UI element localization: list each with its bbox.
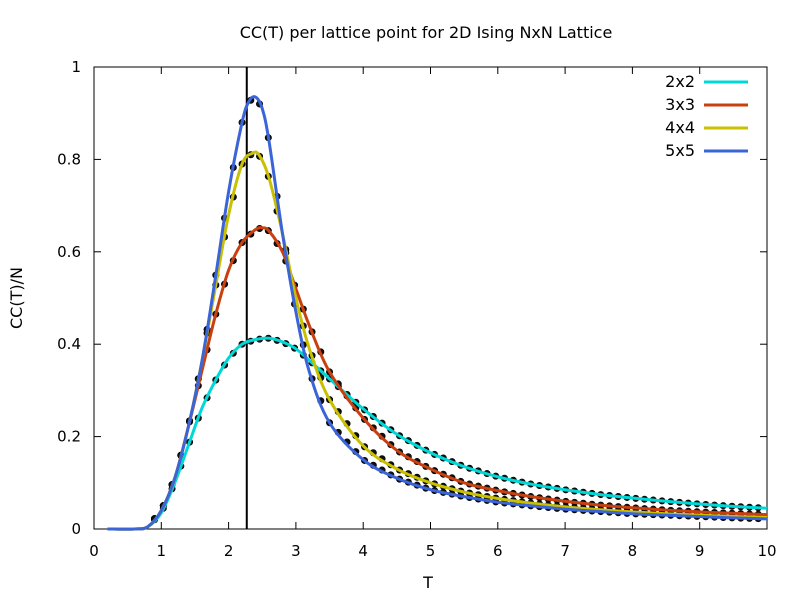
x-tick-label: 2 xyxy=(224,542,234,560)
y-tick-label: 0.4 xyxy=(57,335,81,353)
x-tick-label: 8 xyxy=(628,542,638,560)
x-tick-label: 9 xyxy=(695,542,705,560)
legend-label: 4x4 xyxy=(665,118,695,137)
y-tick-label: 0 xyxy=(71,520,81,538)
x-axis-label: T xyxy=(422,573,433,592)
y-tick-label: 1 xyxy=(71,58,81,76)
series-line-2x2 xyxy=(107,336,768,531)
y-tick-label: 0.2 xyxy=(57,428,81,446)
series-line-5x5 xyxy=(107,95,768,531)
chart-title: CC(T) per lattice point for 2D Ising NxN… xyxy=(240,23,613,42)
y-tick-label: 0.8 xyxy=(57,150,81,168)
legend: 2x2 3x3 4x4 5x5 xyxy=(665,72,748,160)
y-tick-label: 0.6 xyxy=(57,243,81,261)
x-tick-label: 1 xyxy=(157,542,167,560)
x-tick-label: 4 xyxy=(358,542,368,560)
x-tick-label: 0 xyxy=(89,542,99,560)
x-tick-label: 7 xyxy=(560,542,570,560)
x-tick-label: 3 xyxy=(291,542,301,560)
x-tick-label: 10 xyxy=(757,542,776,560)
legend-label: 5x5 xyxy=(665,141,695,160)
x-tick-label: 6 xyxy=(493,542,503,560)
legend-label: 3x3 xyxy=(665,95,695,114)
legend-label: 2x2 xyxy=(665,72,695,91)
plot-area: 0 1 2 3 4 5 6 7 8 9 10 0 0.2 0.4 0.6 0.8 1 xyxy=(57,58,776,560)
x-tick-label: 5 xyxy=(426,542,436,560)
y-axis-label: CC(T)/N xyxy=(7,267,26,329)
